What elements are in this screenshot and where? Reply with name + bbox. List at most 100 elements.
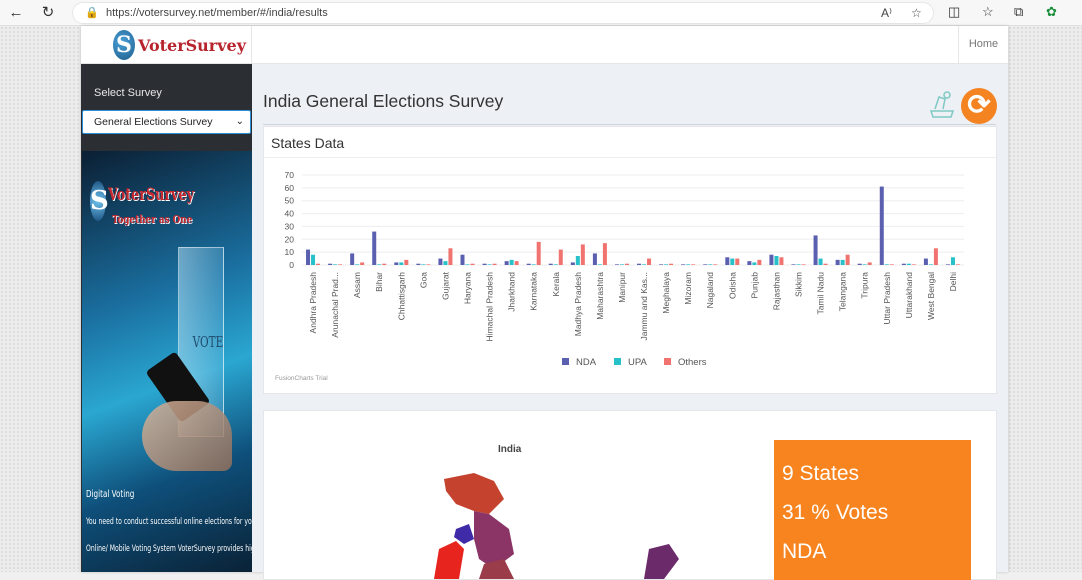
lock-icon: 🔒 [85,7,99,19]
refresh-icon[interactable]: ⟳ [961,88,997,124]
bar-upa [355,264,360,265]
extension-icon[interactable]: ✿ [1046,4,1057,19]
logo-mark-icon: S [113,30,135,60]
bar-upa [619,264,624,265]
bar-upa [708,264,713,265]
bar-nda [526,263,531,265]
site-container: S VoterSurvey Home Select Survey General… [81,26,1008,580]
x-tick-label: Arunachal Prad... [330,272,340,338]
bar-nda [460,254,465,265]
bar-upa [311,254,316,265]
bar-nda [659,264,664,265]
bar-nda [350,253,355,265]
legend-label: Others [678,357,707,368]
promo-logo-icon: S [90,181,109,221]
favorite-star-icon[interactable]: ☆ [911,6,922,20]
bar-nda [592,253,597,265]
x-tick-label: Odisha [727,272,737,299]
map-region-northwest [474,511,514,569]
home-link[interactable]: Home [958,26,1008,64]
bar-others [889,264,894,265]
bar-nda [747,261,752,265]
bar-nda [923,258,928,265]
bar-nda [769,254,774,265]
x-tick-label: Sikkim [794,272,804,297]
x-tick-label: Uttar Pradesh [882,272,892,325]
sidebar: Select Survey General Elections Survey ⌄… [81,64,252,572]
bar-nda [835,259,840,265]
bar-nda [945,264,950,265]
bar-others [338,264,343,265]
bar-others [448,248,453,265]
y-tick-label: 10 [285,247,295,257]
legend-swatch [614,358,621,365]
bar-nda [372,231,377,265]
bar-others [624,263,629,265]
bar-nda [614,264,619,265]
bar-nda [857,263,862,265]
states-data-card: States Data 0 10 20 30 40 50 60 70 Andhra Prades… [263,126,997,394]
reload-icon[interactable]: ↻ [41,4,55,21]
promo-subtitle: Together as One [112,213,193,226]
x-tick-label: West Bengal [926,272,936,320]
states-card-title: States Data [271,135,345,151]
legend-swatch [664,358,671,365]
split-screen-icon[interactable]: ◫ [948,4,961,19]
bar-nda [438,258,443,265]
site-logo[interactable]: S VoterSurvey [113,29,246,61]
x-tick-label: Telangana [838,272,848,312]
bar-others [602,243,607,265]
map-card: India 9 States 31 % Votes NDA [263,410,997,580]
bar-nda [879,186,884,265]
x-tick-label: Jharkhand [507,272,517,312]
promo-line-1: Digital Voting [86,489,135,500]
bar-upa [774,256,779,265]
bar-nda [548,263,553,265]
x-tick-label: Nagaland [705,272,715,309]
bar-nda [328,263,333,265]
browser-toolbar: ← ↻ 🔒 https://votersurvey.net/member/#/i… [0,0,1082,26]
bar-others [669,263,674,265]
legend-swatch [562,358,569,365]
stat-states: 9 States [782,462,860,485]
bar-others [735,258,740,265]
back-icon[interactable]: ← [8,4,24,21]
x-tick-label: Himachal Pradesh [485,272,495,342]
bar-nda [681,264,686,265]
y-tick-label: 50 [285,196,295,206]
bar-upa [928,264,933,265]
bar-others [779,257,784,265]
x-tick-label: Tamil Nadu [816,272,826,315]
bar-others [845,254,850,265]
bar-others [713,264,718,265]
bar-others [801,264,806,265]
url-text[interactable]: https://votersurvey.net/member/#/india/r… [106,7,328,19]
bar-nda [570,262,575,265]
legend-label: UPA [628,357,647,368]
favorites-icon[interactable]: ☆ [982,4,994,19]
chevron-down-icon: ⌄ [235,116,244,127]
bar-upa [531,264,536,265]
survey-select[interactable]: General Elections Survey ⌄ [82,110,251,134]
collections-icon[interactable]: ⧉ [1014,4,1024,19]
bar-nda [637,263,642,265]
y-tick-label: 60 [285,183,295,193]
bar-upa [796,264,801,265]
bar-others [558,249,563,265]
bar-upa [906,263,911,265]
voter-survey-icon[interactable] [927,89,957,119]
bar-upa [509,259,514,265]
read-aloud-icon[interactable]: A⁾ [881,6,892,20]
bar-nda [504,261,509,265]
bar-upa [487,264,492,265]
promo-line-2: You need to conduct successful online el… [86,517,252,527]
page-title: India General Elections Survey [263,91,504,111]
x-tick-label: Rajasthan [771,272,781,311]
x-tick-label: Gujarat [440,271,450,300]
select-survey-label: Select Survey [94,87,162,99]
bar-upa [730,258,735,265]
address-bar[interactable]: 🔒 https://votersurvey.net/member/#/india… [72,2,934,24]
bar-upa [377,264,382,265]
x-tick-label: Bihar [374,272,384,292]
bar-upa [840,259,845,265]
